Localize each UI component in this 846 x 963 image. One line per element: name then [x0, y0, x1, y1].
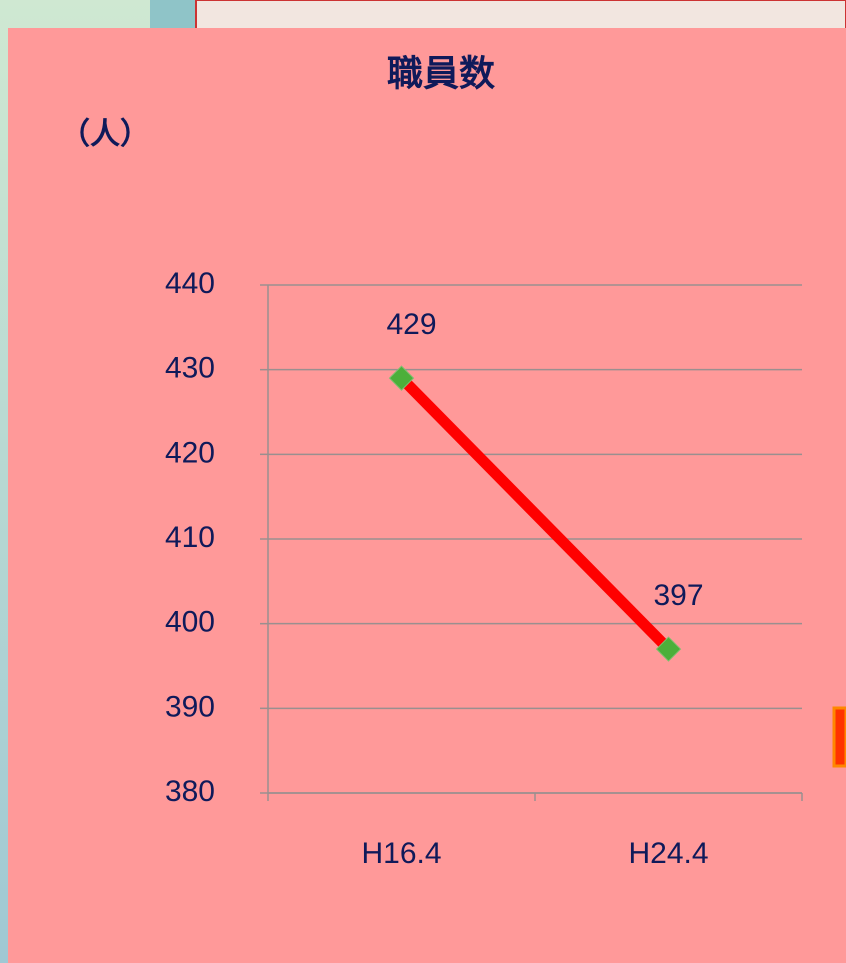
- data-label: 429: [386, 308, 436, 341]
- decor-mark: [832, 706, 846, 768]
- y-tick-label: 400: [165, 606, 215, 639]
- marker: [655, 636, 682, 662]
- y-axis-label: （人）: [60, 117, 150, 151]
- y-tick-label: 420: [165, 436, 215, 469]
- chart-panel: [8, 28, 846, 963]
- x-tick-label: H16.4: [361, 837, 441, 870]
- y-tick-label: 390: [165, 690, 215, 723]
- y-tick-label: 430: [165, 352, 215, 385]
- data-label: 397: [653, 579, 703, 612]
- y-tick-label: 410: [165, 521, 215, 554]
- x-tick-label: H24.4: [628, 837, 708, 870]
- decor-strip: [150, 0, 196, 30]
- chart-title: 職員数: [387, 53, 495, 94]
- marker: [388, 365, 415, 391]
- line: [397, 374, 673, 653]
- decor-box: [195, 0, 846, 31]
- y-tick-label: 380: [165, 775, 215, 808]
- y-tick-label: 440: [165, 267, 215, 300]
